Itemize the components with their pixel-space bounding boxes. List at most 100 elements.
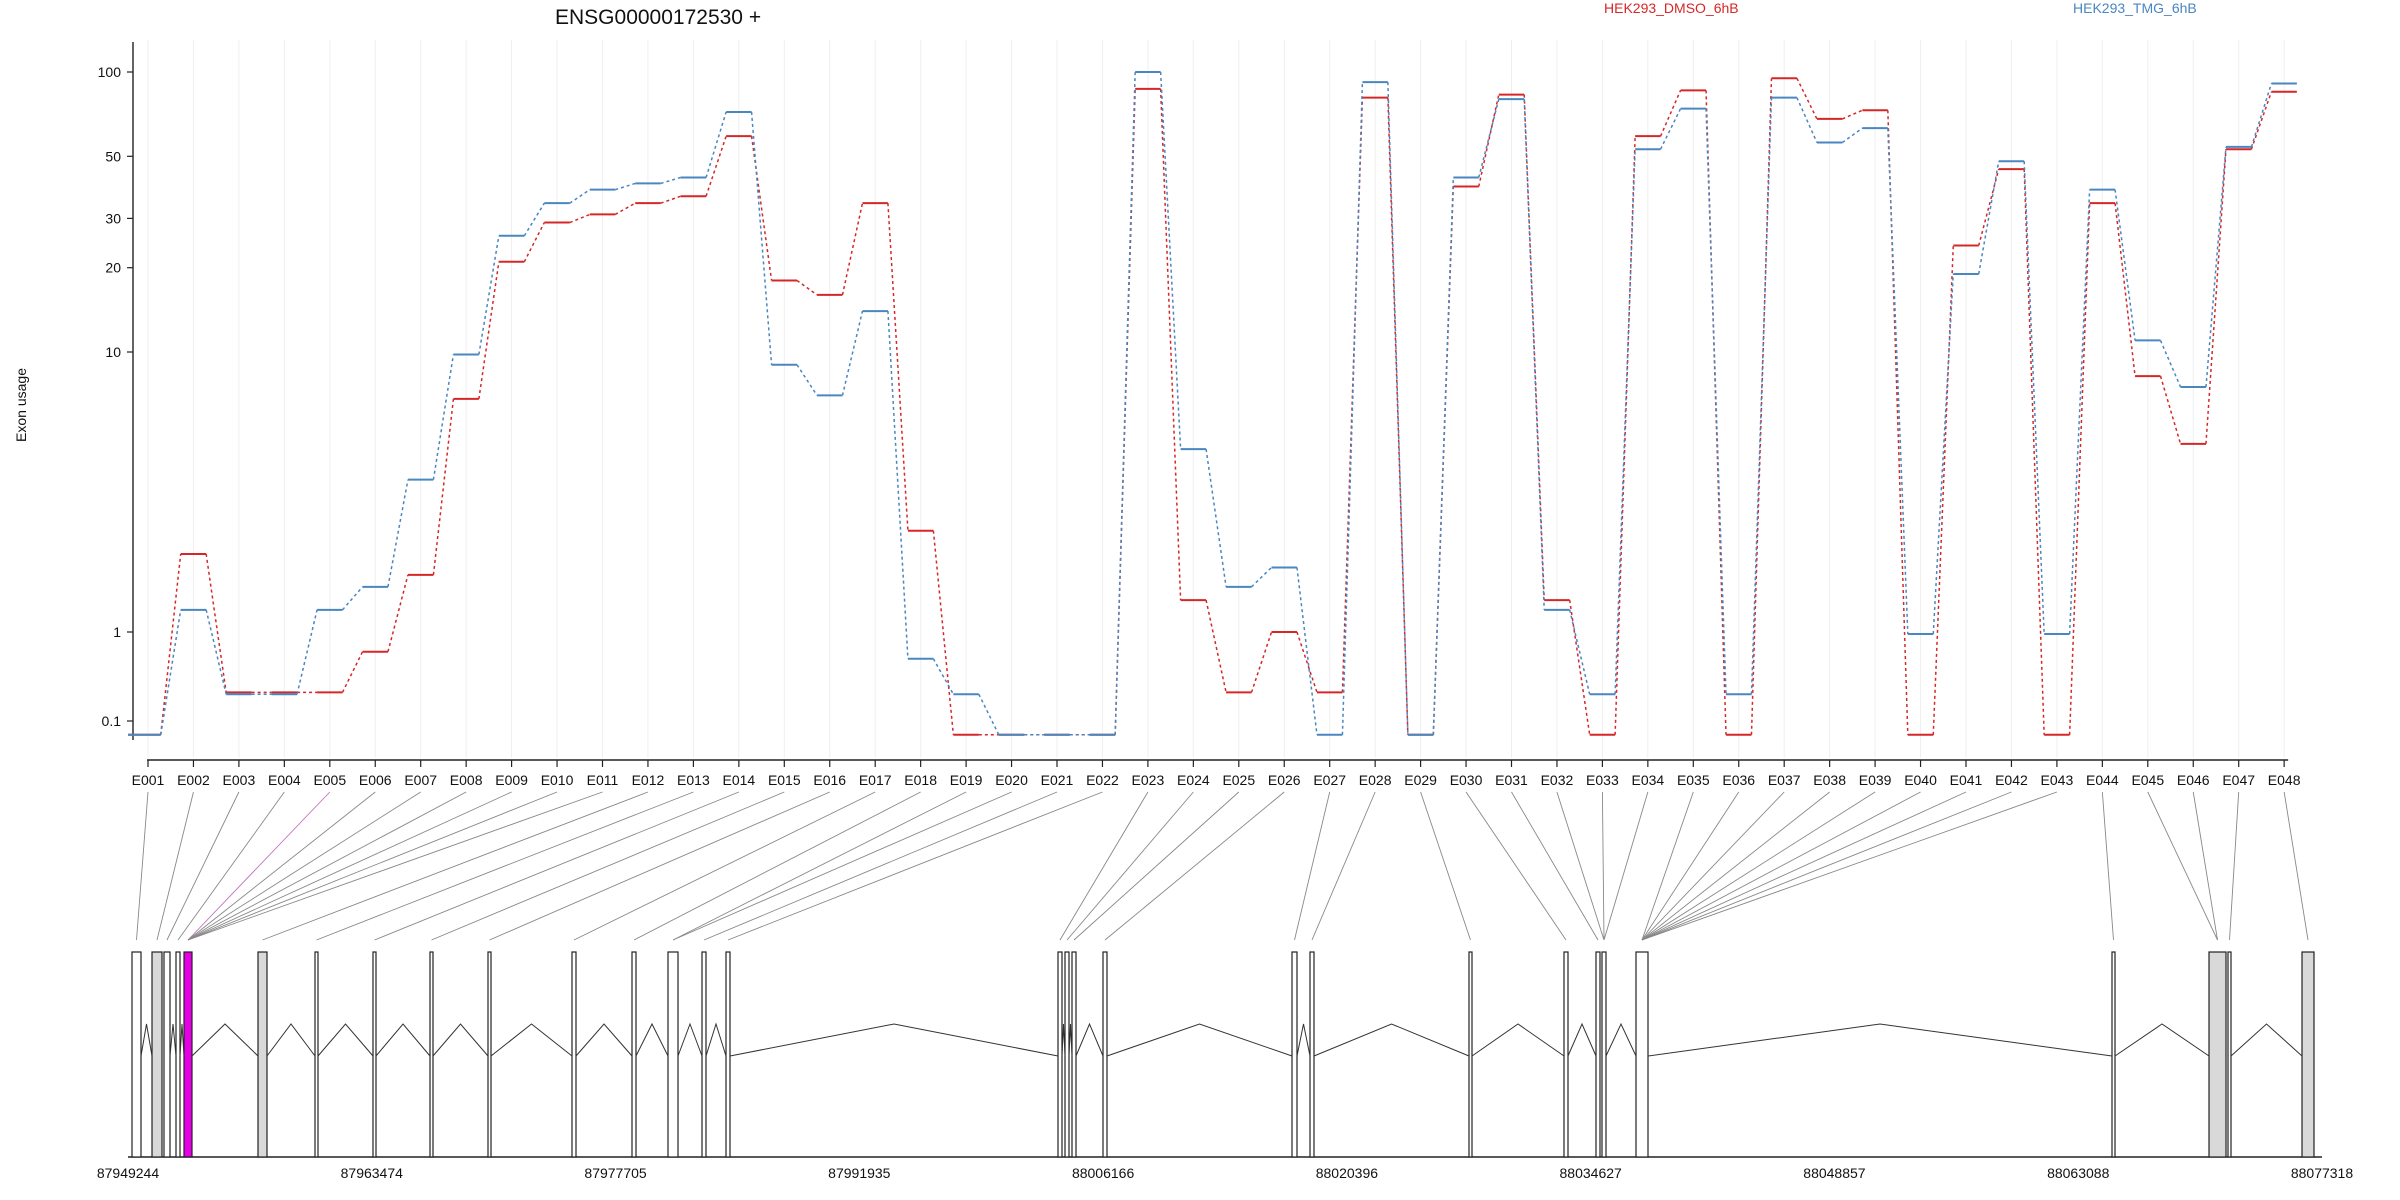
series-connector: [387, 574, 409, 652]
intron-line: [179, 1023, 185, 1057]
x-tick-label-E006: E006: [359, 772, 392, 788]
series-connector: [1887, 128, 1909, 635]
series-tmg: [128, 71, 2297, 736]
genome-coordinate-label: 87977705: [584, 1165, 647, 1181]
exon-connector-E010: [187, 791, 558, 941]
exon-connector-E006: [187, 791, 376, 941]
series-connector: [478, 235, 500, 355]
exon-box: [257, 951, 268, 1158]
x-tick-label-E036: E036: [1722, 772, 1755, 788]
genome-coordinate-label: 88034627: [1560, 1165, 1623, 1181]
intron-line: [575, 1023, 633, 1057]
series-connector: [841, 203, 864, 296]
x-tick-label-E017: E017: [859, 772, 892, 788]
series-connector: [1296, 631, 1318, 693]
x-tick-label-E004: E004: [268, 772, 301, 788]
x-tick-label-E039: E039: [1859, 772, 1892, 788]
legend-label-dmso: HEK293_DMSO_6hB: [1604, 0, 1739, 16]
series-connector: [205, 609, 227, 695]
exon-connector-E013: [316, 791, 694, 941]
intron-line: [1605, 1022, 1637, 1057]
x-tick-label-E030: E030: [1450, 772, 1483, 788]
intron-line: [1313, 1023, 1470, 1057]
intron-line: [375, 1023, 431, 1057]
series-connector: [660, 176, 681, 185]
chart-title: ENSG00000172530 +: [555, 6, 761, 29]
series-dmso: [128, 77, 2297, 736]
intron-line: [2114, 1023, 2210, 1057]
x-tick-label-E040: E040: [1904, 772, 1937, 788]
series-connector: [569, 189, 591, 204]
series-connector: [1432, 177, 1455, 735]
exon-connector-E043: [1641, 791, 2058, 941]
genome-coordinate-label: 88048857: [1803, 1165, 1866, 1181]
exon-box: [631, 951, 637, 1158]
x-tick-label-E041: E041: [1950, 772, 1983, 788]
y-tick-label: 20: [105, 260, 121, 276]
series-connector: [432, 354, 455, 480]
x-tick-label-E015: E015: [768, 772, 801, 788]
x-tick-label-E022: E022: [1086, 772, 1119, 788]
exon-connector-E008: [187, 791, 467, 941]
series-connector: [2205, 146, 2227, 388]
exon-connector-E005: [187, 791, 331, 941]
intron-line: [1471, 1023, 1565, 1057]
series-connector: [387, 479, 409, 587]
x-tick-label-E005: E005: [313, 772, 346, 788]
series-connector: [159, 609, 182, 735]
x-tick-label-E034: E034: [1631, 772, 1664, 788]
exon-connector-E004: [177, 791, 285, 941]
exon-connector-E024: [1066, 791, 1194, 941]
exon-box: [1071, 951, 1077, 1158]
x-tick-label-E010: E010: [541, 772, 574, 788]
x-tick-label-E048: E048: [2268, 772, 2301, 788]
series-connector: [2023, 169, 2045, 735]
x-tick-label-E025: E025: [1222, 772, 1255, 788]
series-connector: [932, 530, 955, 735]
exon-box: [1595, 951, 1601, 1158]
exon-connector-E030: [1465, 791, 1567, 941]
series-connector: [1978, 168, 2000, 246]
series-connector: [841, 310, 864, 396]
intron-line: [1647, 1023, 2113, 1057]
x-tick-label-E019: E019: [950, 772, 983, 788]
series-connector: [2068, 189, 2091, 635]
series-lines: [128, 71, 2297, 736]
series-connector: [523, 222, 545, 263]
series-connector: [1659, 90, 1682, 137]
axes: 100 50 30 20 10 1 0.1 E001 E002 E003 E004 E005 E006 E…: [98, 42, 2301, 788]
series-connector: [887, 203, 909, 531]
exon-connector-E042: [1641, 791, 2012, 941]
x-tick-label-E044: E044: [2086, 772, 2119, 788]
y-tick-label: 1: [113, 624, 121, 640]
series-connector: [1614, 149, 1636, 695]
exon-box: [1563, 951, 1569, 1158]
series-connector: [750, 111, 773, 365]
x-tick-label-E031: E031: [1495, 772, 1528, 788]
exon-box: [1601, 951, 1607, 1158]
series-connector: [1159, 71, 1182, 450]
exon-connector-E040: [1641, 791, 1921, 941]
exon-connector-E033: [1601, 791, 1605, 941]
series-connector: [1387, 97, 1409, 735]
x-tick-label-E013: E013: [677, 772, 710, 788]
intron-line: [2230, 1023, 2303, 1057]
exon-connector-E001: [136, 791, 149, 941]
exon-box: [163, 951, 171, 1158]
exon-connector-E027: [1294, 791, 1331, 941]
x-tick-label-E047: E047: [2222, 772, 2255, 788]
series-connector: [1478, 94, 1500, 187]
x-tick-label-E002: E002: [177, 772, 210, 788]
exon-connector-E036: [1641, 791, 1740, 941]
exon-connector-E035: [1641, 791, 1694, 941]
series-connector: [1796, 97, 1818, 143]
series-connector: [341, 651, 364, 693]
legend-label-tmg: HEK293_TMG_6hB: [2073, 0, 2197, 16]
series-connector: [2114, 189, 2136, 341]
x-tick-label-E020: E020: [995, 772, 1028, 788]
exon-connector-E034: [1603, 791, 1649, 941]
x-tick-label-E027: E027: [1313, 772, 1346, 788]
exon-box: [372, 951, 377, 1158]
exon-connector-E039: [1641, 791, 1876, 941]
exon-connector-E028: [1311, 791, 1376, 941]
